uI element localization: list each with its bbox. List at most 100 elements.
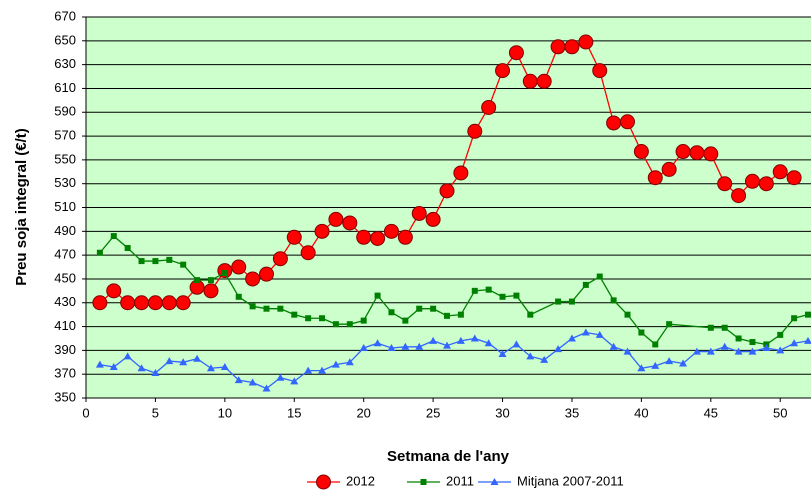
- y-axis-title: Preu soja integral (€/t): [13, 128, 30, 286]
- marker: [666, 321, 673, 328]
- marker: [120, 295, 136, 311]
- marker: [581, 328, 590, 336]
- marker: [481, 99, 497, 115]
- marker: [161, 295, 177, 311]
- marker: [147, 295, 163, 311]
- marker: [444, 312, 450, 319]
- series-line: [99, 331, 809, 390]
- marker: [777, 331, 784, 338]
- marker: [305, 315, 312, 322]
- x-tick-label: 50: [773, 405, 787, 420]
- marker: [272, 251, 288, 267]
- marker: [138, 258, 145, 265]
- marker: [720, 342, 729, 350]
- marker: [360, 317, 367, 324]
- marker: [805, 311, 811, 318]
- marker: [596, 273, 603, 280]
- y-tick-label: 390: [54, 342, 76, 357]
- marker: [471, 287, 478, 294]
- marker: [429, 336, 438, 344]
- marker: [124, 244, 131, 251]
- marker: [647, 170, 663, 186]
- marker: [499, 293, 506, 300]
- marker: [151, 368, 160, 376]
- marker: [512, 340, 521, 348]
- marker: [152, 258, 159, 265]
- marker: [300, 245, 316, 261]
- marker: [453, 165, 469, 181]
- marker: [220, 363, 229, 371]
- marker: [554, 345, 563, 353]
- marker: [194, 277, 201, 284]
- marker: [661, 161, 677, 177]
- marker: [791, 315, 798, 322]
- y-tick-label: 570: [54, 128, 76, 143]
- y-tick-label: 450: [54, 270, 76, 285]
- marker: [470, 334, 479, 342]
- y-tick-label: 550: [54, 151, 76, 166]
- marker: [707, 324, 714, 331]
- marker: [415, 342, 424, 350]
- marker: [346, 321, 353, 328]
- marker: [592, 63, 608, 79]
- marker: [180, 261, 187, 268]
- y-tick-label: 410: [54, 318, 76, 333]
- marker: [731, 188, 747, 204]
- x-tick-label: 40: [634, 405, 648, 420]
- marker: [96, 249, 103, 256]
- marker: [679, 359, 688, 367]
- x-tick-label: 20: [356, 405, 370, 420]
- marker: [359, 343, 368, 351]
- marker: [387, 343, 396, 351]
- marker: [536, 73, 552, 89]
- marker: [776, 346, 785, 354]
- marker: [92, 295, 108, 311]
- marker: [623, 347, 632, 355]
- x-tick-label: 0: [82, 405, 89, 420]
- marker: [706, 347, 715, 355]
- marker: [652, 341, 659, 348]
- x-tick-label: 30: [495, 405, 509, 420]
- marker: [318, 366, 327, 374]
- legend-label: 2012: [346, 473, 375, 488]
- marker: [95, 360, 104, 368]
- marker: [231, 259, 247, 275]
- marker: [137, 364, 146, 372]
- marker: [401, 342, 410, 350]
- marker: [665, 357, 674, 365]
- marker: [206, 364, 215, 372]
- marker: [165, 357, 174, 365]
- y-tick-label: 650: [54, 32, 76, 47]
- marker: [567, 334, 576, 342]
- marker: [495, 63, 511, 79]
- y-tick-label: 530: [54, 175, 76, 190]
- marker: [166, 256, 173, 263]
- marker: [123, 352, 132, 360]
- marker: [109, 363, 118, 371]
- marker: [248, 378, 257, 386]
- marker: [457, 311, 464, 318]
- marker: [717, 176, 733, 192]
- marker: [595, 330, 604, 338]
- marker: [314, 223, 330, 239]
- marker: [193, 354, 202, 362]
- x-tick-label: 15: [287, 405, 301, 420]
- y-tick-label: 510: [54, 199, 76, 214]
- marker: [467, 123, 483, 139]
- marker: [331, 360, 340, 368]
- marker: [620, 114, 635, 130]
- marker: [790, 339, 799, 347]
- y-tick-label: 470: [54, 247, 76, 262]
- marker: [179, 358, 188, 366]
- marker: [456, 336, 465, 344]
- legend-label: 2011: [446, 473, 474, 488]
- marker: [651, 361, 660, 369]
- marker: [610, 297, 617, 304]
- marker: [286, 229, 302, 245]
- marker: [522, 73, 538, 89]
- marker: [374, 292, 381, 299]
- marker: [328, 211, 344, 227]
- marker: [175, 295, 191, 311]
- marker: [508, 45, 524, 61]
- marker: [290, 377, 299, 385]
